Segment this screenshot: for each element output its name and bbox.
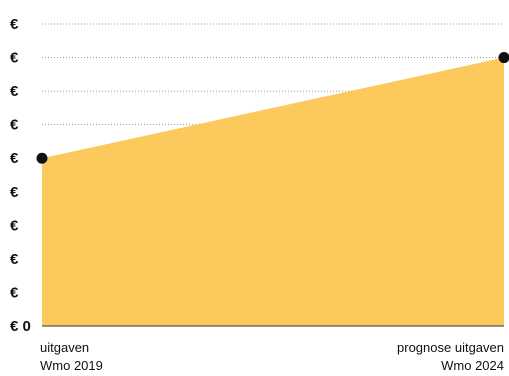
y-tick-label: € [10,117,19,134]
data-point [498,52,509,64]
y-tick-label: € [10,150,19,167]
data-point [36,152,48,164]
area-fill [42,57,504,327]
x-tick-label: prognose uitgaven [397,340,504,355]
data-points [36,52,509,164]
y-tick-label: € [10,83,19,100]
y-tick-label: € [10,50,19,67]
y-tick-label: € [10,217,19,234]
x-tick-label: uitgaven [40,340,89,355]
x-axis-labels: uitgaven Wmo 2019 prognose uitgaven Wmo 202… [40,340,504,373]
y-tick-label: € 0 [10,318,31,335]
y-tick-label: € [10,251,19,268]
y-tick-label: € [10,16,19,33]
y-tick-label: € [10,184,19,201]
x-tick-label: Wmo 2024 [441,358,504,373]
x-tick-label: Wmo 2019 [40,358,103,373]
y-axis-tick-labels: € 0 € € € € € € € € € [10,16,31,335]
y-tick-label: € [10,284,19,301]
